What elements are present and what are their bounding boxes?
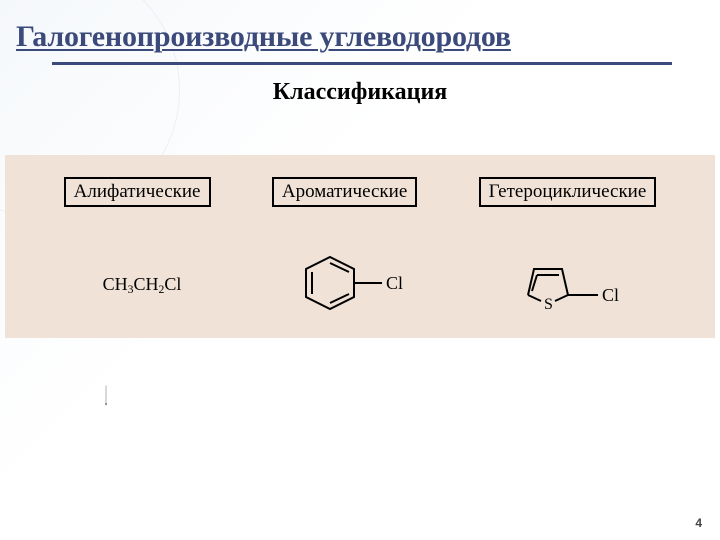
category-heterocyclic: Гетероциклические: [479, 177, 657, 207]
category-aliphatic: Алифатические: [64, 177, 211, 207]
slide-title: Галогенопроизводные углеводородов: [0, 0, 720, 60]
svg-text:S: S: [544, 296, 553, 313]
category-row: Алифатические Ароматические Гетероциклич…: [5, 177, 715, 207]
svg-text:Cl: Cl: [386, 273, 403, 293]
down-arrow-icon: [105, 348, 107, 443]
formula-heterocyclic: S Cl: [478, 250, 678, 320]
page-number: 4: [695, 516, 702, 530]
formula-aromatic: Cl: [260, 250, 460, 320]
slide-subtitle: Классификация: [0, 65, 720, 116]
category-aromatic: Ароматические: [272, 177, 417, 207]
benzene-cl-icon: Cl: [300, 249, 420, 321]
formula-text: CH3CH2Cl: [103, 274, 182, 296]
classification-panel: Алифатические Ароматические Гетероциклич…: [5, 155, 715, 338]
formula-aliphatic: CH3CH2Cl: [42, 250, 242, 320]
formula-row: CH3CH2Cl Cl: [5, 250, 715, 320]
thiophene-cl-icon: S Cl: [518, 249, 638, 321]
svg-text:Cl: Cl: [602, 285, 619, 305]
